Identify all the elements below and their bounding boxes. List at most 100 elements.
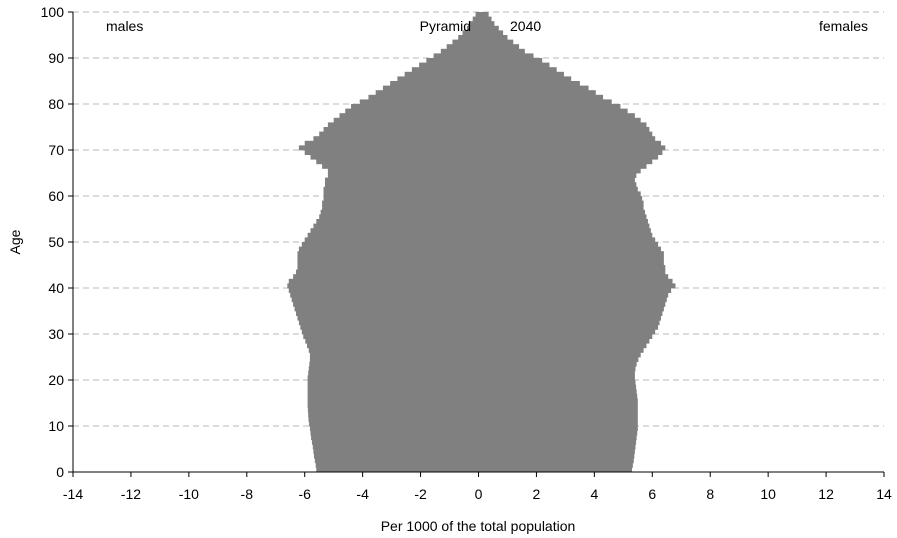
- females-bar: [478, 131, 653, 137]
- males-bar: [390, 81, 479, 86]
- females-bar: [478, 311, 663, 316]
- females-bar: [478, 416, 638, 422]
- males-bar: [309, 426, 479, 431]
- females-bar: [478, 145, 666, 151]
- males-bar: [313, 223, 479, 229]
- females-bar: [478, 449, 635, 454]
- females-bar: [478, 48, 525, 54]
- x-tick-label: -8: [241, 486, 254, 502]
- females-bar: [478, 81, 580, 86]
- x-tick-label: 0: [475, 486, 483, 502]
- females-bar: [478, 324, 659, 330]
- females-bar: [478, 265, 666, 270]
- males-bar: [308, 412, 479, 418]
- females-bar: [478, 274, 669, 280]
- females-bar: [478, 357, 639, 362]
- females-bar: [478, 168, 641, 174]
- males-bar: [324, 177, 479, 183]
- males-bar: [301, 242, 479, 247]
- females-bar: [478, 306, 664, 312]
- females-bar: [478, 99, 612, 105]
- females-bar: [478, 104, 621, 109]
- males-bar: [322, 200, 479, 206]
- x-tick-label: 10: [760, 486, 776, 502]
- males-bar: [313, 453, 479, 459]
- males-bar: [294, 306, 479, 312]
- males-bar: [309, 357, 479, 362]
- males-bar: [308, 370, 479, 376]
- females-bar: [478, 352, 641, 358]
- males-bar: [359, 99, 479, 105]
- females-bar: [478, 150, 663, 155]
- females-bar: [478, 338, 650, 344]
- x-axis-title: Per 1000 of the total population: [381, 518, 576, 534]
- females-bar: [478, 163, 647, 169]
- males-bar: [313, 136, 479, 142]
- x-tick-label: 2: [533, 486, 541, 502]
- y-tick-label: 90: [48, 50, 64, 66]
- males-bar: [297, 251, 479, 257]
- y-tick-label: 30: [48, 326, 64, 342]
- males-bar: [323, 191, 479, 197]
- females-bar: [478, 366, 636, 372]
- females-bar: [478, 462, 633, 468]
- females-bar: [478, 173, 637, 178]
- males-bar: [433, 53, 479, 59]
- males-bar: [307, 375, 479, 381]
- males-bar: [316, 219, 479, 224]
- females-bar: [478, 255, 664, 261]
- males-bar: [315, 462, 479, 468]
- males-bar: [458, 35, 479, 40]
- males-bar: [327, 168, 479, 174]
- males-bar: [309, 352, 479, 358]
- females-bar: [478, 246, 661, 252]
- y-tick-label: 80: [48, 96, 64, 112]
- males-bar: [375, 90, 479, 96]
- males-bar: [293, 274, 479, 280]
- x-tick-label: -12: [121, 486, 141, 502]
- males-bar: [368, 94, 479, 100]
- males-bar: [322, 205, 479, 211]
- females-bar: [478, 375, 635, 381]
- males-bar: [314, 458, 479, 464]
- y-ticks: 0 10 20 30 40 50 60 70 80 90 100: [41, 4, 73, 480]
- males-bar: [296, 269, 479, 275]
- y-tick-label: 10: [48, 418, 64, 434]
- males-bar: [298, 246, 479, 252]
- females-bar: [478, 154, 659, 160]
- males-bar: [304, 237, 479, 243]
- males-bar: [319, 131, 479, 137]
- males-bar: [446, 44, 479, 50]
- females-bar: [478, 407, 638, 413]
- females-bar: [478, 458, 634, 464]
- females-bar: [478, 430, 638, 436]
- y-tick-label: 60: [48, 188, 64, 204]
- females-bar: [478, 292, 669, 298]
- females-bar: [478, 260, 664, 266]
- females-bar: [478, 361, 637, 367]
- females-bar: [478, 62, 550, 68]
- males-bar: [288, 288, 479, 293]
- x-tick-label: -6: [298, 486, 311, 502]
- females-bar: [478, 108, 628, 114]
- x-tick-label: -2: [414, 486, 427, 502]
- males-bar: [351, 104, 479, 109]
- males-bar: [307, 407, 479, 413]
- females-bar: [478, 58, 543, 63]
- females-bar: [478, 214, 647, 220]
- males-bar: [310, 154, 479, 160]
- females-bar: [478, 16, 492, 22]
- males-bar: [411, 67, 479, 73]
- males-bar: [301, 329, 479, 335]
- males-bar: [440, 48, 479, 54]
- females-bar: [478, 191, 641, 197]
- males-bar: [311, 435, 479, 441]
- females-bar: [478, 315, 661, 321]
- x-tick-label: 14: [876, 486, 892, 502]
- males-bar: [298, 320, 479, 326]
- males-bar: [312, 444, 479, 450]
- females-bar: [478, 30, 504, 36]
- x-ticks: -14 -12 -10 -8 -6 -4 -2 0 2 4 6 8 10 12 14: [63, 472, 892, 502]
- females-bar: [478, 237, 656, 243]
